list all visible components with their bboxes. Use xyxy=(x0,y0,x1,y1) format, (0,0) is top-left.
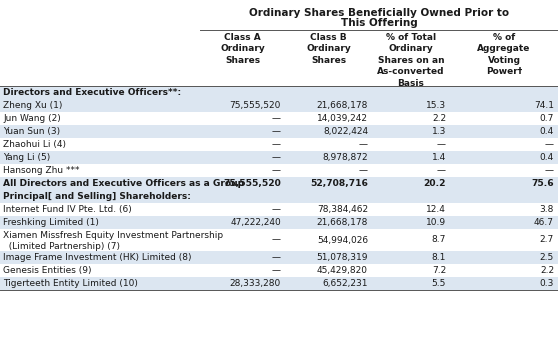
Text: 2.5: 2.5 xyxy=(540,253,554,262)
Text: 78,384,462: 78,384,462 xyxy=(317,205,368,214)
Text: —: — xyxy=(272,205,281,214)
Text: 2.7: 2.7 xyxy=(540,236,554,245)
Text: Hansong Zhu ***: Hansong Zhu *** xyxy=(3,166,79,175)
Text: 5.5: 5.5 xyxy=(432,279,446,288)
Text: —: — xyxy=(437,166,446,175)
Text: 21,668,178: 21,668,178 xyxy=(316,101,368,110)
Text: —: — xyxy=(272,140,281,149)
Text: 8.7: 8.7 xyxy=(432,236,446,245)
Text: Genesis Entities (9): Genesis Entities (9) xyxy=(3,266,92,275)
Text: 75,555,520: 75,555,520 xyxy=(230,101,281,110)
Text: 75,555,520: 75,555,520 xyxy=(223,179,281,188)
Text: Jun Wang (2): Jun Wang (2) xyxy=(3,114,61,123)
Text: Principal[ and Selling] Shareholders:: Principal[ and Selling] Shareholders: xyxy=(3,192,191,201)
Text: 1.3: 1.3 xyxy=(432,127,446,136)
Bar xyxy=(0,251,558,264)
Text: Xiamen Missfresh Equity Investment Partnership
  (Limited Partnership) (7): Xiamen Missfresh Equity Investment Partn… xyxy=(3,231,223,251)
Bar xyxy=(0,190,558,203)
Bar xyxy=(0,229,558,251)
Text: 8,022,424: 8,022,424 xyxy=(323,127,368,136)
Text: 54,994,026: 54,994,026 xyxy=(317,236,368,245)
Text: % of
Aggregate
Voting
Power†: % of Aggregate Voting Power† xyxy=(477,33,531,76)
Text: Directors and Executive Officers**:: Directors and Executive Officers**: xyxy=(3,88,181,97)
Bar xyxy=(0,216,558,229)
Text: Freshking Limited (1): Freshking Limited (1) xyxy=(3,218,99,227)
Bar xyxy=(0,151,558,164)
Bar xyxy=(0,177,558,190)
Text: 0.7: 0.7 xyxy=(540,114,554,123)
Text: —: — xyxy=(272,266,281,275)
Text: —: — xyxy=(359,166,368,175)
Text: 8,978,872: 8,978,872 xyxy=(323,153,368,162)
Text: —: — xyxy=(272,153,281,162)
Text: 46.7: 46.7 xyxy=(534,218,554,227)
Text: Tigerteeth Entity Limited (10): Tigerteeth Entity Limited (10) xyxy=(3,279,138,288)
Bar xyxy=(0,99,558,112)
Text: 3.8: 3.8 xyxy=(540,205,554,214)
Text: 0.4: 0.4 xyxy=(540,153,554,162)
Text: 52,708,716: 52,708,716 xyxy=(310,179,368,188)
Text: All Directors and Executive Officers as a Group: All Directors and Executive Officers as … xyxy=(3,179,244,188)
Text: Ordinary Shares Beneficially Owned Prior to: Ordinary Shares Beneficially Owned Prior… xyxy=(249,8,509,18)
Text: 0.3: 0.3 xyxy=(540,279,554,288)
Text: —: — xyxy=(359,140,368,149)
Text: % of Total
Ordinary
Shares on an
As-converted
Basis: % of Total Ordinary Shares on an As-conv… xyxy=(377,33,445,88)
Text: 12.4: 12.4 xyxy=(426,205,446,214)
Text: 2.2: 2.2 xyxy=(432,114,446,123)
Bar xyxy=(0,125,558,138)
Text: —: — xyxy=(437,140,446,149)
Text: —: — xyxy=(272,253,281,262)
Text: Zheng Xu (1): Zheng Xu (1) xyxy=(3,101,62,110)
Bar xyxy=(0,264,558,277)
Text: 74.1: 74.1 xyxy=(534,101,554,110)
Text: Class A
Ordinary
Shares: Class A Ordinary Shares xyxy=(220,33,265,65)
Text: —: — xyxy=(272,166,281,175)
Text: —: — xyxy=(272,114,281,123)
Text: 14,039,242: 14,039,242 xyxy=(317,114,368,123)
Text: 7.2: 7.2 xyxy=(432,266,446,275)
Text: 8.1: 8.1 xyxy=(432,253,446,262)
Bar xyxy=(0,277,558,290)
Text: Class B
Ordinary
Shares: Class B Ordinary Shares xyxy=(306,33,351,65)
Text: Image Frame Investment (HK) Limited (8): Image Frame Investment (HK) Limited (8) xyxy=(3,253,191,262)
Text: 20.2: 20.2 xyxy=(424,179,446,188)
Text: 15.3: 15.3 xyxy=(426,101,446,110)
Bar xyxy=(0,164,558,177)
Text: Zhaohui Li (4): Zhaohui Li (4) xyxy=(3,140,66,149)
Text: 10.9: 10.9 xyxy=(426,218,446,227)
Text: 1.4: 1.4 xyxy=(432,153,446,162)
Text: 47,222,240: 47,222,240 xyxy=(230,218,281,227)
Text: —: — xyxy=(272,236,281,245)
Text: This Offering: This Offering xyxy=(340,18,417,28)
Text: Yuan Sun (3): Yuan Sun (3) xyxy=(3,127,60,136)
Text: 21,668,178: 21,668,178 xyxy=(316,218,368,227)
Bar xyxy=(0,138,558,151)
Text: —: — xyxy=(545,140,554,149)
Text: 2.2: 2.2 xyxy=(540,266,554,275)
Bar xyxy=(0,86,558,99)
Text: 28,333,280: 28,333,280 xyxy=(230,279,281,288)
Text: 45,429,820: 45,429,820 xyxy=(317,266,368,275)
Text: —: — xyxy=(545,166,554,175)
Text: 0.4: 0.4 xyxy=(540,127,554,136)
Text: 51,078,319: 51,078,319 xyxy=(316,253,368,262)
Text: 75.6: 75.6 xyxy=(531,179,554,188)
Text: Internet Fund IV Pte. Ltd. (6): Internet Fund IV Pte. Ltd. (6) xyxy=(3,205,132,214)
Text: —: — xyxy=(272,127,281,136)
Text: Yang Li (5): Yang Li (5) xyxy=(3,153,50,162)
Text: 6,652,231: 6,652,231 xyxy=(323,279,368,288)
Bar xyxy=(0,112,558,125)
Bar xyxy=(0,203,558,216)
